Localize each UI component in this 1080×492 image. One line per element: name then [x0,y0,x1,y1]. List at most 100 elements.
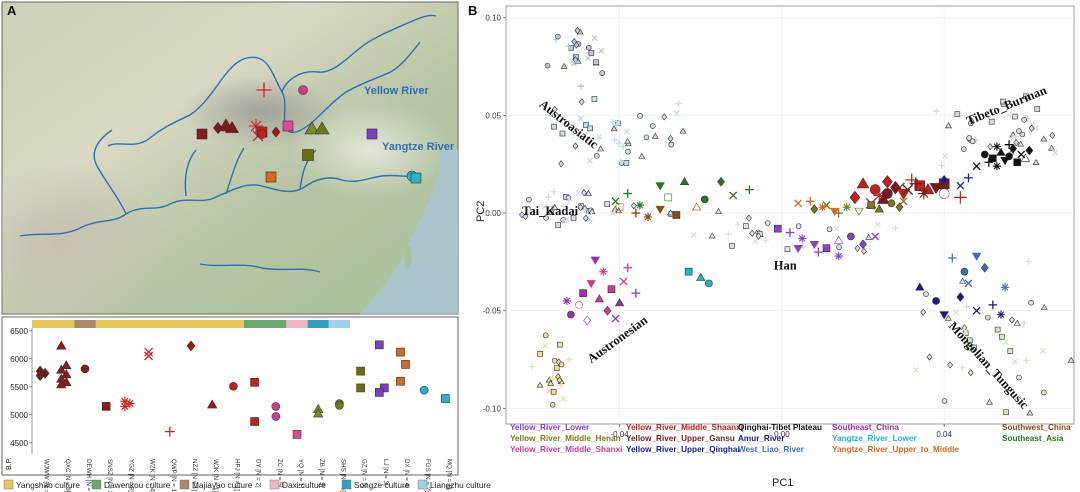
pca-reference-point [610,125,618,132]
pca-reference-point [551,123,557,130]
pca-reference-point [578,98,585,106]
pca-reference-point [1048,144,1055,151]
pca-point [972,162,981,171]
pca-reference-point [954,111,961,117]
pca-point [643,212,653,222]
pca-reference-point [598,47,605,54]
map-site-marker [366,128,378,140]
pca-x-tick-label: 0.04 [936,430,952,439]
culture-legend-swatch [269,479,280,490]
pca-reference-point [1013,319,1021,326]
timeline-point [125,398,135,409]
pca-reference-point [615,207,623,214]
pca-point [774,224,782,233]
pca-reference-point [560,203,567,210]
pca-point [631,208,641,218]
pca-reference-point [708,232,716,239]
pca-reference-point [624,137,632,144]
pca-point [1020,153,1030,162]
map-site-marker [282,120,294,132]
pca-reference-point [553,365,560,372]
pca-reference-point [596,133,603,140]
pca-point [1009,143,1018,154]
pca-point [623,263,633,273]
pca-point [869,184,881,195]
pca-reference-point [715,207,722,214]
pca-point [887,199,896,208]
culture-legend-swatch [3,479,14,490]
pca-reference-point [564,216,570,223]
pca-reference-point [548,209,555,216]
timeline-site-label: DEWH [N = 2] [85,459,92,492]
yangtze-river-label: Yangtze River [382,141,455,153]
timeline-site-label: HPJ [N = 1] [233,459,240,491]
pca-reference-point [892,225,899,232]
timeline-point [144,347,154,357]
timeline-site-label: SHS [N = 6] [339,459,346,492]
culture-legend-swatch [91,479,102,490]
map-rivers [19,14,437,273]
timeline-site-label: YGZ [N = 9] [127,459,134,492]
pca-reference-point [526,196,532,203]
pca-reference-point [577,203,584,212]
pca-y-tick-label: 0.10 [485,14,501,23]
timeline-site-label: MQ [N = 1] [445,459,452,489]
pca-reference-point [1017,140,1025,147]
pca-reference-point [649,123,656,129]
pca-reference-point [1003,409,1009,416]
pca-reference-point [661,113,668,121]
pca-reference-point [1012,113,1018,120]
timeline-point [250,378,259,387]
pca-reference-point [967,369,974,377]
pca-point [956,181,965,190]
pca-reference-point [938,162,945,169]
pca-point [599,267,608,276]
pca-reference-point [537,351,543,357]
pca-reference-point [762,237,769,244]
pca-reference-point [965,341,972,348]
pca-reference-point [587,125,594,132]
culture-bar [74,320,96,328]
pca-point [996,147,1006,156]
timeline-tick-label: 6000 [10,355,28,364]
pca-point [914,180,926,192]
pca-point [964,173,973,183]
pca-point [814,247,823,257]
timeline-point [356,383,365,393]
pca-reference-point [522,212,529,221]
pca-point [562,296,571,306]
timeline-tick-label: 5000 [10,411,28,420]
pca-reference-point [574,26,581,34]
pca-point [692,202,702,211]
pca-reference-point [558,160,565,168]
pca-reference-point [734,221,741,229]
pca-point [705,279,713,288]
map-site-marker [314,121,330,135]
pca-reference-point [542,342,549,349]
pca-reference-point [966,135,972,141]
pca-point [619,277,628,286]
timeline-site-label: WJWW [N = 6] [43,459,50,492]
pca-legend-item: Yellow_River_Lower [510,423,590,432]
pca-reference-point [836,244,842,251]
pca-reference-point [529,363,536,370]
pca-reference-point [588,50,595,56]
pca-reference-point [584,55,591,62]
pca-reference-point [933,108,940,115]
culture-legend-swatch [179,479,190,490]
pca-reference-point [959,364,966,371]
pca-point [895,202,904,213]
pca-reference-point [1019,131,1026,138]
pca-reference-point [967,337,973,344]
culture-bar [307,320,329,328]
pca-point [996,310,1006,319]
timeline-site-label: ZB [N = 3] [318,459,325,487]
pca-point [992,142,1002,151]
pca-point [956,292,965,302]
timeline-point [80,364,90,374]
timeline-site-label: NZZ [N = 1] [191,459,198,491]
pca-point [793,244,803,254]
pca-point [834,235,844,244]
pca-point [611,197,620,206]
